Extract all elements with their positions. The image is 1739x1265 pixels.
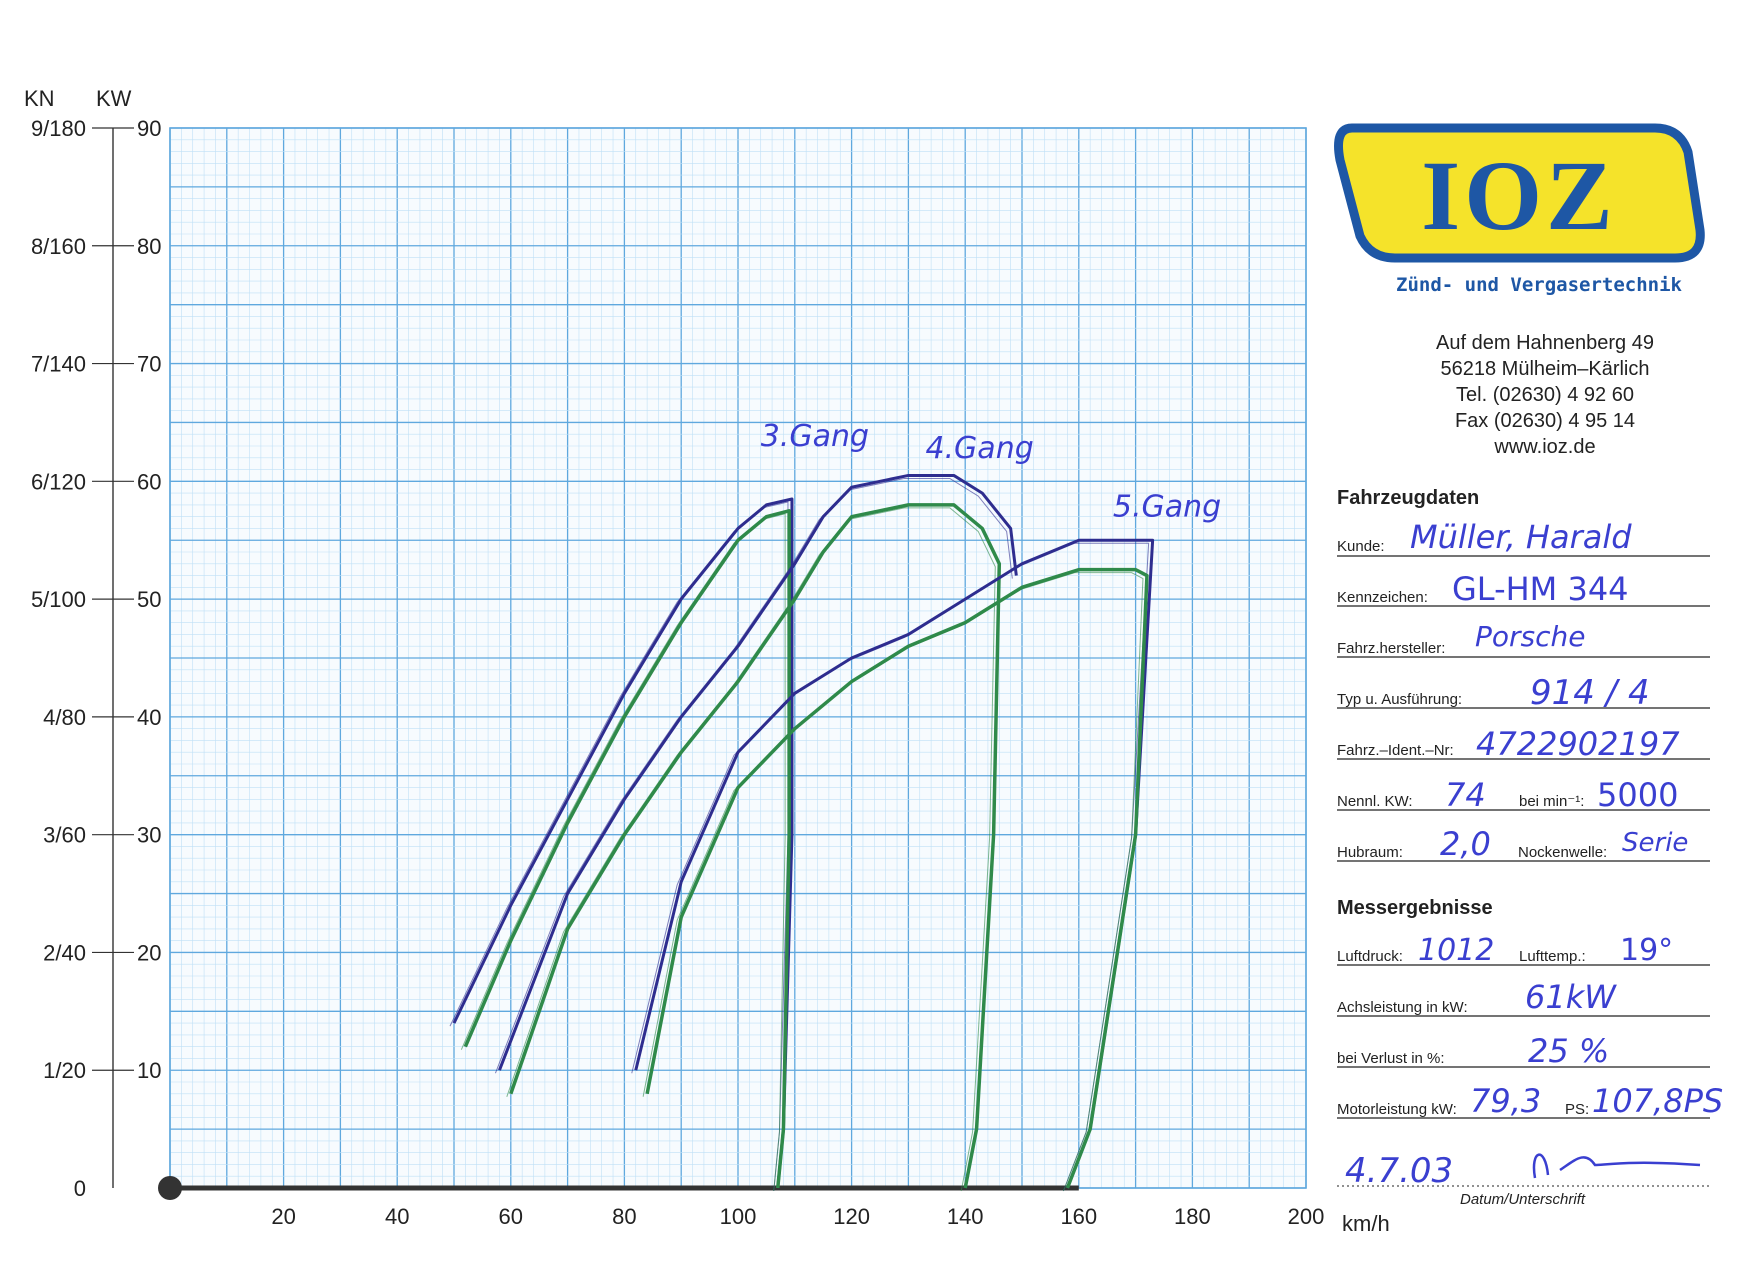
achsleistung-label: Achsleistung in kW: [1337,999,1468,1016]
series-trace-4 [506,507,996,1192]
motorleistung-value: 79,3 [1470,1082,1541,1120]
hersteller-label: Fahrz.hersteller: [1337,640,1445,657]
lufttemp-label: Lufttemp.: [1519,948,1586,965]
x-tick-label: 60 [499,1204,523,1229]
typ-value: 914 / 4 [1530,673,1650,713]
y-tick-label-kn: 1/20 [43,1058,86,1083]
x-tick-label: 180 [1174,1204,1211,1229]
lufttemp-value: 19° [1620,933,1673,968]
y-tick-label-kw: 70 [137,352,161,377]
series-line-4 [509,503,1002,1189]
axis-label-kw: KW [96,86,132,111]
kunde-label: Kunde: [1337,538,1385,555]
axis-label-kn: KN [24,86,55,111]
nennl-kw-value: 74 [1445,776,1486,814]
verlust-label: bei Verlust in %: [1337,1050,1445,1067]
ps-value: 107,8PS [1592,1082,1723,1120]
x-tick-label: 80 [612,1204,636,1229]
luftdruck-value: 1012 [1418,933,1494,968]
address-block: Auf dem Hahnenberg 49 56218 Mülheim–Kärl… [1436,332,1654,458]
hersteller-value: Porsche [1475,620,1585,653]
gear-annotation: 4.Gang [925,431,1033,466]
y-tick-label-kn: 8/160 [31,234,86,259]
kennzeichen-label: Kennzeichen: [1337,589,1428,606]
ioz-logo: IOZ Zünd- und Vergasertechnik [1334,123,1705,296]
motorleistung-label: Motorleistung kW: [1337,1101,1457,1118]
results-form: Messergebnisse Luftdruck: 1012 Lufttemp.… [1337,897,1723,1208]
address-street: Auf dem Hahnenberg 49 [1436,332,1654,354]
achsleistung-value: 61kW [1525,978,1617,1016]
series-trace-2 [460,513,786,1192]
y-tick-label-kn: 9/180 [31,116,86,141]
kennzeichen-value: GL-HM 344 [1452,570,1629,608]
x-tick-label: 140 [947,1204,984,1229]
gear-annotation: 5.Gang [1113,490,1221,525]
x-tick-label: 120 [833,1204,870,1229]
axis-label-kmh: km/h [1342,1211,1390,1236]
typ-label: Typ u. Ausführung: [1337,691,1462,708]
series-trace-6 [642,572,1144,1192]
x-tick-label: 100 [720,1204,757,1229]
x-tick-label: 160 [1060,1204,1097,1229]
y-tick-label-kw: 50 [137,587,161,612]
y-tick-label-kw: 80 [137,234,161,259]
origin-dot [158,1176,182,1200]
y-tick-label-kn: 5/100 [31,587,86,612]
series-line-3 [498,473,1018,1071]
signature [1532,1153,1701,1179]
logo-text: IOZ [1421,140,1616,251]
y-tick-label-kw: 40 [137,705,161,730]
ident-value: 4722902197 [1476,725,1680,763]
y-tick-label-kw: 20 [137,940,161,965]
datum-label: Datum/Unterschrift [1460,1191,1586,1208]
results-section-title: Messergebnisse [1337,897,1493,919]
ps-label: PS: [1565,1101,1589,1118]
nockenwelle-value: Serie [1622,828,1688,858]
series-trace-1 [449,501,789,1192]
verlust-value: 25 % [1528,1032,1609,1070]
nennl-kw-label: Nennl. KW: [1337,793,1413,810]
hubraum-label: Hubraum: [1337,844,1403,861]
logo-tagline: Zünd- und Vergasertechnik [1396,274,1683,296]
datum-value: 4.7.03 [1345,1151,1453,1191]
address-web: www.ioz.de [1493,436,1595,458]
gear-annotation: 3.Gang [761,419,869,454]
y-tick-label-kn: 6/120 [31,469,86,494]
chart: 10 20 30 40 50 60 70 80 90 0 1/20 2/40 3/60 4/80 5/100… [31,116,1324,1229]
y-tick-label-kn: 7/140 [31,352,86,377]
rpm-value: 5000 [1597,776,1678,814]
address-fax: Fax (02630) 4 95 14 [1455,410,1635,432]
address-city: 56218 Mülheim–Kärlich [1440,358,1649,380]
hubraum-value: 2,0 [1440,825,1491,863]
x-tick-label: 20 [271,1204,295,1229]
y-tick-label-kn: 4/80 [43,705,86,730]
y-tick-label-kn: 3/60 [43,823,86,848]
y-tick-label-kn: 2/40 [43,940,86,965]
x-tick-label: 200 [1288,1204,1325,1229]
vehicle-data-form: Fahrzeugdaten Kunde: Müller, Harald Kenn… [1337,487,1710,863]
y-tick-label-kn: 0 [74,1176,86,1201]
y-tick-label-kw: 90 [137,116,161,141]
luftdruck-label: Luftdruck: [1337,948,1403,965]
y-tick-label-kw: 30 [137,823,161,848]
x-tick-label: 40 [385,1204,409,1229]
nockenwelle-label: Nockenwelle: [1518,844,1607,861]
series-trace-5 [631,542,1150,1192]
vehicle-section-title: Fahrzeugdaten [1337,487,1479,509]
rpm-label: bei min⁻¹: [1519,793,1584,810]
ident-label: Fahrz.–Ident.–Nr: [1337,742,1454,759]
address-tel: Tel. (02630) 4 92 60 [1456,384,1634,406]
kunde-value: Müller, Harald [1410,518,1632,556]
series-trace-3 [494,477,1013,1074]
y-tick-label-kw: 60 [137,469,161,494]
y-tick-label-kw: 10 [137,1058,161,1083]
